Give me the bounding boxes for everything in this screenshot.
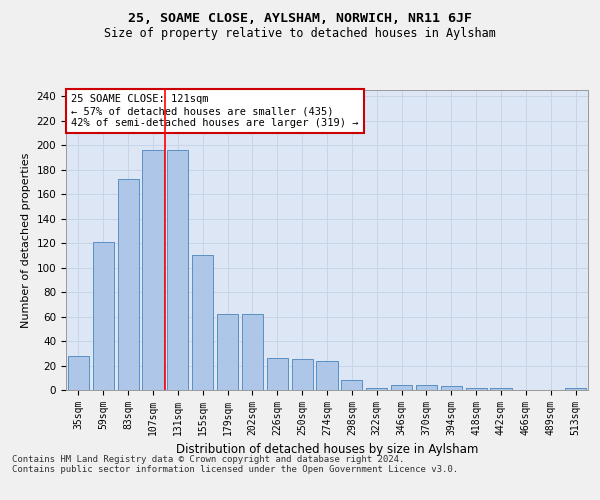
Bar xyxy=(416,385,437,390)
Bar xyxy=(217,314,238,390)
Text: Contains public sector information licensed under the Open Government Licence v3: Contains public sector information licen… xyxy=(12,466,458,474)
Bar xyxy=(341,380,362,390)
Text: 25 SOAME CLOSE: 121sqm
← 57% of detached houses are smaller (435)
42% of semi-de: 25 SOAME CLOSE: 121sqm ← 57% of detached… xyxy=(71,94,359,128)
Text: Contains HM Land Registry data © Crown copyright and database right 2024.: Contains HM Land Registry data © Crown c… xyxy=(12,456,404,464)
Bar xyxy=(292,360,313,390)
Bar xyxy=(192,256,213,390)
Bar xyxy=(93,242,114,390)
Bar xyxy=(366,388,387,390)
Bar xyxy=(267,358,288,390)
Bar xyxy=(68,356,89,390)
Y-axis label: Number of detached properties: Number of detached properties xyxy=(21,152,31,328)
Bar xyxy=(565,388,586,390)
Bar xyxy=(142,150,164,390)
Text: Size of property relative to detached houses in Aylsham: Size of property relative to detached ho… xyxy=(104,28,496,40)
Bar xyxy=(242,314,263,390)
Text: 25, SOAME CLOSE, AYLSHAM, NORWICH, NR11 6JF: 25, SOAME CLOSE, AYLSHAM, NORWICH, NR11 … xyxy=(128,12,472,26)
X-axis label: Distribution of detached houses by size in Aylsham: Distribution of detached houses by size … xyxy=(176,444,478,456)
Bar xyxy=(167,150,188,390)
Bar xyxy=(316,360,338,390)
Bar xyxy=(441,386,462,390)
Bar xyxy=(391,385,412,390)
Bar xyxy=(490,388,512,390)
Bar xyxy=(466,388,487,390)
Bar xyxy=(118,180,139,390)
